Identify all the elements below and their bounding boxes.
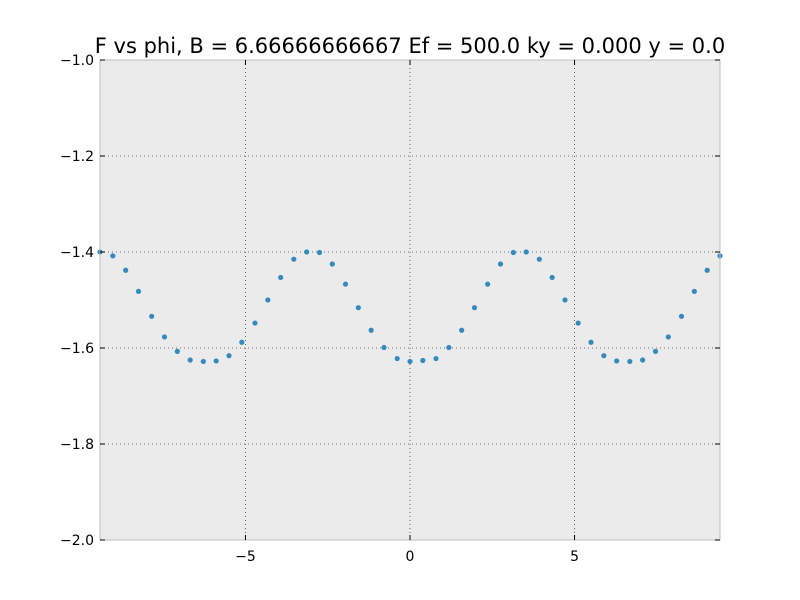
data-point xyxy=(471,305,478,311)
data-point xyxy=(446,344,452,351)
data-point xyxy=(704,267,710,273)
data-point xyxy=(665,334,671,340)
data-point xyxy=(549,274,555,281)
x-tick-label: −5 xyxy=(235,549,256,565)
data-point xyxy=(329,261,335,267)
chart-title: F vs phi, B = 6.66666666667 Ef = 500.0 k… xyxy=(95,34,725,58)
y-tick-label: −1.0 xyxy=(60,53,94,69)
data-point xyxy=(433,355,439,362)
data-point xyxy=(652,348,659,354)
data-point xyxy=(226,353,232,359)
data-point xyxy=(627,358,633,365)
data-point xyxy=(291,256,297,262)
data-point xyxy=(304,249,310,255)
data-point xyxy=(523,249,529,255)
data-point xyxy=(239,339,245,345)
data-point xyxy=(678,313,685,319)
data-point xyxy=(265,297,271,303)
y-tick-label: −1.2 xyxy=(60,149,94,165)
y-tick-label: −1.4 xyxy=(60,245,94,261)
data-point xyxy=(135,288,142,294)
x-axis: −5 0 5 xyxy=(235,60,579,565)
data-point xyxy=(485,281,491,287)
data-points xyxy=(97,249,723,365)
y-tick-label: −1.8 xyxy=(60,437,94,453)
data-point xyxy=(110,253,116,259)
data-point xyxy=(187,357,193,363)
data-point xyxy=(640,357,646,363)
data-point xyxy=(575,320,581,326)
data-point xyxy=(381,344,387,351)
x-tick-label: 0 xyxy=(406,549,415,565)
data-point xyxy=(149,313,155,319)
data-point xyxy=(123,267,129,273)
data-point xyxy=(601,353,607,359)
y-tick-label: −2.0 xyxy=(60,533,94,549)
data-point xyxy=(161,334,168,340)
data-point xyxy=(316,249,323,256)
data-point xyxy=(536,256,542,262)
data-point xyxy=(252,320,258,326)
data-point xyxy=(174,348,180,354)
y-tick-label: −1.6 xyxy=(60,341,94,357)
data-point xyxy=(342,281,349,287)
data-point xyxy=(407,358,413,365)
data-point xyxy=(394,355,400,362)
data-point xyxy=(614,358,620,364)
data-point xyxy=(562,297,568,303)
data-point xyxy=(368,327,374,333)
data-point xyxy=(497,261,504,267)
data-point xyxy=(588,339,594,345)
data-point xyxy=(459,327,465,333)
y-axis: −1.0 −1.2 −1.4 −1.6 −1.8 −2.0 xyxy=(60,53,720,549)
data-point xyxy=(510,249,516,256)
data-point xyxy=(355,305,361,311)
grid xyxy=(100,60,720,540)
data-point xyxy=(691,288,697,294)
x-tick-label: 5 xyxy=(570,549,579,565)
data-point xyxy=(278,274,284,281)
data-point xyxy=(200,358,206,365)
data-point xyxy=(213,358,219,364)
data-point xyxy=(420,357,426,364)
